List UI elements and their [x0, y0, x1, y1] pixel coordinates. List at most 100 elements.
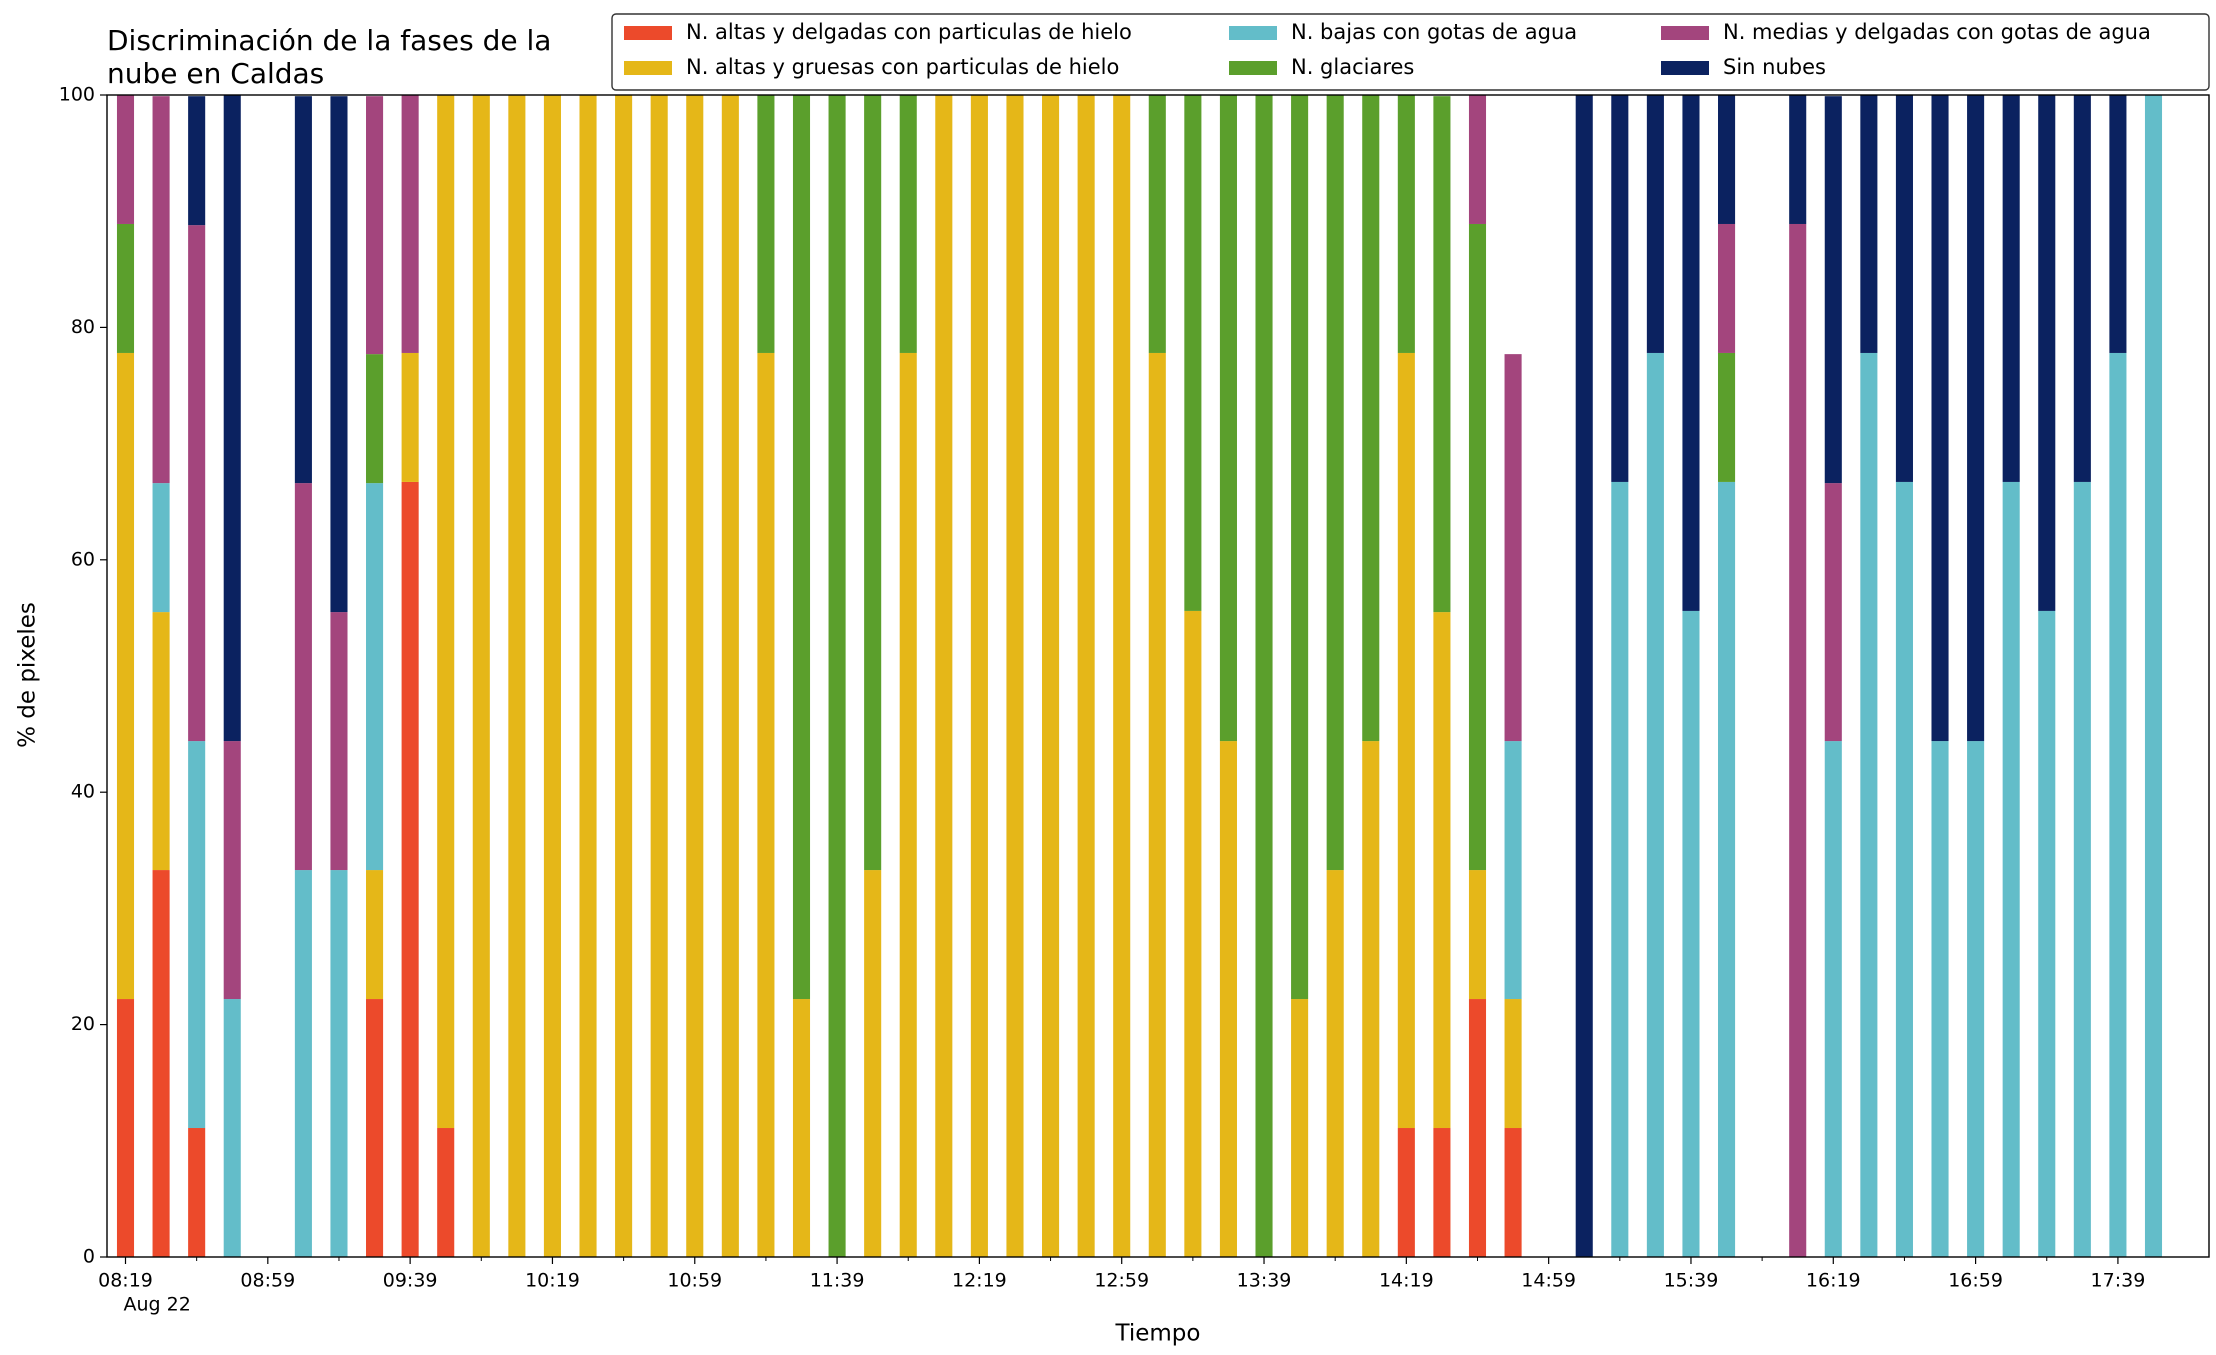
bar-segment	[1824, 483, 1842, 742]
bar-segment	[152, 96, 170, 484]
bar-segment	[366, 354, 384, 484]
bar-segment	[330, 96, 348, 613]
bar-segment	[1718, 223, 1736, 353]
bar-segment	[2002, 95, 2020, 482]
bar-segment	[650, 95, 668, 1257]
legend-swatch	[624, 26, 672, 40]
bar-segment	[188, 96, 206, 226]
bar-segment	[615, 95, 633, 1257]
bar-segment	[2038, 610, 2056, 1257]
bar-segment	[1860, 95, 1878, 353]
bar-segment	[508, 95, 526, 1257]
bar-segment	[188, 225, 206, 742]
bar-segment	[1433, 96, 1451, 613]
bar-segment	[188, 1128, 206, 1257]
plot-frame	[106, 94, 2210, 1258]
bar-segment	[1504, 354, 1522, 742]
legend-box	[611, 13, 2210, 91]
bar-segment	[1824, 96, 1842, 484]
legend-swatch	[1229, 26, 1277, 40]
bar-segment	[1967, 95, 1985, 742]
bar-segment	[1362, 95, 1380, 742]
bar-segment	[757, 95, 775, 353]
bar-segment	[472, 95, 490, 1257]
bar-segment	[437, 1128, 455, 1257]
legend-swatch	[1229, 61, 1277, 75]
bar-segment	[1646, 95, 1664, 353]
bar-segment	[1006, 95, 1024, 1257]
y-tick-label: 20	[71, 1013, 95, 1035]
legend: N. altas y delgadas con particulas de hi…	[611, 13, 2210, 91]
legend-label: Sin nubes	[1723, 55, 1826, 79]
bar-segment	[1397, 1128, 1415, 1257]
bar-segment	[366, 483, 384, 871]
legend-label: N. glaciares	[1291, 55, 1414, 79]
bar-segment	[223, 741, 241, 1000]
bar-segment	[116, 352, 135, 1000]
x-date-label: Aug 22	[124, 1294, 191, 1316]
bar-segment	[2073, 95, 2091, 482]
x-tick-label: 10:19	[525, 1270, 580, 1292]
bar-segment	[1682, 610, 1700, 1257]
bar-segment	[899, 95, 917, 353]
bar-segment	[579, 95, 597, 1257]
bar-segment	[757, 352, 775, 1257]
legend-label: N. altas y gruesas con particulas de hie…	[686, 55, 1119, 79]
bar-segment	[1433, 612, 1451, 1129]
bar-segment	[1113, 95, 1131, 1257]
bar-segment	[1468, 870, 1487, 1000]
bar-segment	[686, 95, 704, 1257]
bar-segment	[366, 870, 384, 1000]
y-tick-label: 80	[71, 316, 95, 338]
legend-swatch	[1661, 26, 1709, 40]
bar-segment	[543, 95, 561, 1257]
bar-segment	[223, 999, 241, 1257]
bar-segment	[1468, 223, 1487, 871]
chart-title: Discriminación de la fases de la nube en…	[107, 24, 552, 90]
x-tick-label: 10:59	[667, 1270, 722, 1292]
bar-segment	[1931, 741, 1949, 1257]
bar-segment	[828, 95, 846, 1257]
bar-segment	[188, 741, 206, 1129]
bar-segment	[401, 95, 419, 353]
bar-segment	[1148, 352, 1166, 1257]
bar-segment	[1362, 741, 1380, 1257]
bar-segment	[1611, 481, 1629, 1257]
bar-segment	[2002, 481, 2020, 1257]
bar-segment	[1504, 741, 1522, 1000]
bar-segment	[1077, 95, 1095, 1257]
bar-segment	[1397, 95, 1415, 353]
bar-segment	[1326, 870, 1344, 1257]
bar-segment	[294, 96, 312, 484]
x-axis-label: Tiempo	[1115, 1321, 1201, 1347]
y-tick-label: 60	[71, 548, 95, 570]
y-axis-label: % de pixeles	[15, 602, 41, 748]
bar-segment	[1967, 741, 1985, 1257]
legend-label: N. bajas con gotas de agua	[1291, 20, 1577, 44]
bar-segment	[437, 95, 455, 1129]
bar-segment	[1468, 95, 1487, 224]
bar-segment	[1504, 999, 1522, 1129]
bar-segment	[116, 999, 135, 1257]
bar-segment	[1718, 352, 1736, 482]
bar-segment	[1219, 95, 1237, 742]
x-tick-label: 14:19	[1379, 1270, 1434, 1292]
x-tick-label: 17:39	[2091, 1270, 2146, 1292]
x-tick-label: 08:59	[240, 1270, 295, 1292]
legend-swatch	[1661, 61, 1709, 75]
bar-segment	[899, 352, 917, 1257]
bar-segment	[1895, 481, 1913, 1257]
bar-segment	[1255, 95, 1273, 1257]
legend-label: N. medias y delgadas con gotas de agua	[1723, 20, 2151, 44]
bar-segment	[366, 999, 384, 1257]
x-tick-label: 12:19	[952, 1270, 1007, 1292]
legend-label: N. altas y delgadas con particulas de hi…	[686, 20, 1132, 44]
bar-segment	[1682, 95, 1700, 611]
bar-segment	[792, 95, 811, 1000]
bar-segment	[1433, 1128, 1451, 1257]
bar-segment	[1219, 741, 1237, 1257]
bar-segment	[1291, 95, 1309, 1000]
bar-segment	[1789, 223, 1807, 1258]
legend-swatch	[624, 61, 672, 75]
